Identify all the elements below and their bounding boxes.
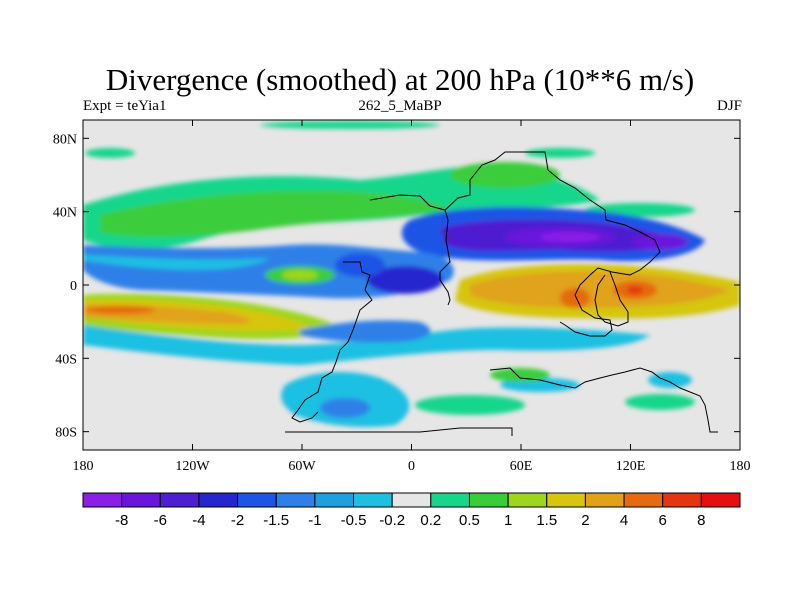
- field-patch: [525, 148, 595, 158]
- colorbar: -8 -6 -4 -2 -1.5 -1 -0.5 -0.2 0.2 0.5 1 1.5 2 4 6 8: [82, 492, 741, 529]
- colorbar-swatch: [121, 492, 161, 508]
- colorbar-label: 0.2: [420, 512, 441, 529]
- x-tick-label: 120W: [175, 459, 210, 474]
- colorbar-label: -1: [308, 512, 321, 529]
- colorbar-label: -0.2: [379, 512, 405, 529]
- colorbar-swatch: [468, 492, 509, 508]
- colorbar-label: 0.5: [459, 512, 480, 529]
- colorbar-label: 6: [659, 512, 667, 529]
- colorbar-swatch: [546, 492, 586, 508]
- coastline-asia-pacific: [594, 271, 629, 327]
- field-patch: [560, 288, 590, 308]
- y-axis: 80N 40N 0 40S 80S: [53, 132, 740, 441]
- colorbar-label: 1.5: [536, 512, 557, 529]
- x-tick-label: 120E: [616, 459, 646, 474]
- field-patch: [85, 306, 155, 314]
- field-patch: [320, 398, 370, 418]
- field-patch: [367, 266, 443, 294]
- field-patch: [282, 270, 318, 280]
- coastline-antarctica: [285, 427, 513, 436]
- field-patch: [450, 162, 560, 188]
- field-patch: [335, 253, 385, 277]
- colorbar-swatch: [353, 492, 393, 508]
- y-tick-label: 80N: [53, 132, 77, 147]
- field-patch: [300, 320, 431, 343]
- colorbar-label: -4: [192, 512, 205, 529]
- field-patch: [490, 368, 550, 382]
- field-patch: [648, 372, 692, 388]
- colorbar-swatch: [314, 492, 355, 508]
- colorbar-swatch: [198, 492, 239, 508]
- colorbar-label: 8: [697, 512, 705, 529]
- field-patch: [632, 234, 688, 250]
- colorbar-swatch: [662, 492, 702, 508]
- colorbar-swatch: [159, 492, 200, 508]
- coastline-outlines: [285, 151, 718, 436]
- colorbar-swatch: [700, 492, 741, 508]
- y-tick-label: 40S: [55, 352, 77, 367]
- colorbar-swatch: [507, 492, 548, 508]
- colorbar-label: -8: [115, 512, 128, 529]
- colorbar-swatch: [82, 492, 123, 508]
- colorbar-swatch: [623, 492, 664, 508]
- x-tick-label: 180: [73, 459, 94, 474]
- y-tick-label: 0: [70, 279, 77, 294]
- y-tick-label: 40N: [53, 206, 77, 221]
- colorbar-label: -6: [154, 512, 167, 529]
- field-patch: [83, 325, 650, 365]
- case-label: 262_5_MaBP: [358, 98, 442, 114]
- colorbar-label: 4: [620, 512, 628, 529]
- colorbar-swatch: [430, 492, 470, 508]
- colorbar-label: 1: [504, 512, 512, 529]
- field-patch: [85, 148, 135, 158]
- field-patch: [83, 255, 270, 270]
- colorbar-label: -1.5: [263, 512, 289, 529]
- colorbar-swatch: [584, 492, 625, 508]
- field-patch: [415, 395, 525, 415]
- map-title: Divergence (smoothed) at 200 hPa (10**6 …: [105, 62, 695, 97]
- field-patch: [260, 121, 440, 129]
- coastline-southern-ocean: [489, 367, 718, 433]
- x-tick-label: 60W: [288, 459, 316, 474]
- experiment-label: Expt = teYia1: [83, 98, 167, 114]
- x-tick-label: 0: [408, 459, 415, 474]
- coastline-africa: [369, 194, 451, 306]
- colorbar-swatch: [391, 492, 432, 508]
- colorbar-swatch: [275, 492, 316, 508]
- divergence-field: [83, 120, 740, 450]
- field-patch: [470, 271, 730, 308]
- colorbar-label: -2: [231, 512, 244, 529]
- x-tick-label: 60E: [510, 459, 533, 474]
- y-tick-label: 80S: [55, 426, 77, 441]
- colorbar-swatch: [237, 492, 277, 508]
- x-axis: 180 120W 60W 0 60E 120E 180: [73, 120, 751, 474]
- field-patch: [627, 286, 643, 294]
- field-patch: [625, 394, 695, 410]
- field-patch: [100, 190, 450, 237]
- colorbar-label: -0.5: [341, 512, 367, 529]
- x-tick-label: 180: [730, 459, 751, 474]
- season-label: DJF: [716, 98, 742, 114]
- field-patch: [540, 232, 600, 242]
- coastline-north-america: [291, 261, 373, 423]
- colorbar-label: 2: [581, 512, 589, 529]
